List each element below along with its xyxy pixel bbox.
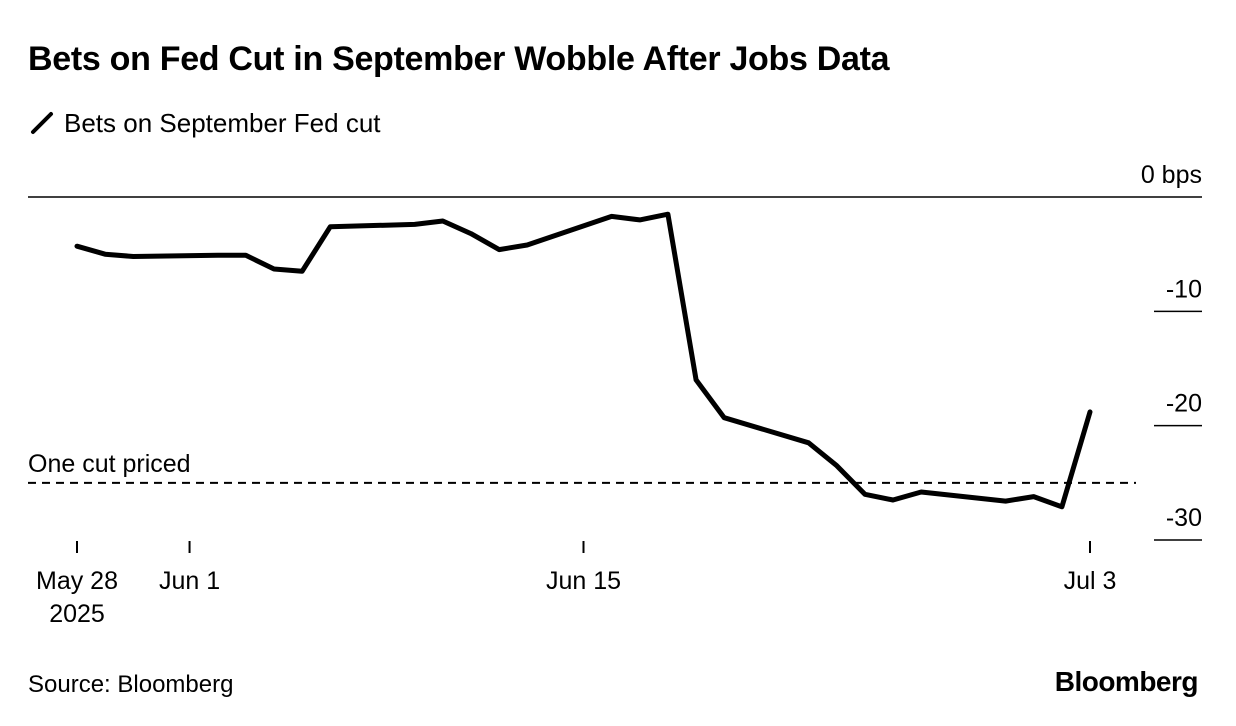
chart-legend: Bets on September Fed cut [30,106,381,140]
data-point [273,269,274,270]
y-tick-label: -10 [1166,275,1202,303]
data-point [330,226,331,227]
data-point [527,245,528,246]
series-line [74,211,1093,510]
data-point [442,221,443,222]
data-point [1033,496,1034,497]
data-point [864,494,865,495]
source-note: Source: Bloomberg [28,671,234,698]
data-point [217,255,218,256]
data-point [105,254,106,255]
data-point [1005,501,1006,502]
data-point [667,214,668,215]
brand-logo: Bloomberg [1054,666,1199,697]
chart-title: Bets on Fed Cut in September Wobble Afte… [28,40,890,78]
data-point [639,219,640,220]
data-point [245,255,246,256]
data-point [808,442,809,443]
y-tick-label: -20 [1166,390,1202,418]
data-point [470,233,471,234]
data-point [1061,506,1062,507]
data-point [696,379,697,380]
x-tick-label: May 28 [36,567,118,595]
data-point [302,271,303,272]
reference-line-label: One cut priced [28,450,191,478]
data-point [133,256,134,257]
x-tick-label: Jun 15 [546,567,621,595]
data-point [611,216,612,217]
y-tick-label: 0 bps [1141,161,1202,189]
data-point [836,465,837,466]
x-tick-sublabel: 2025 [49,600,105,628]
data-point [893,499,894,500]
y-tick-label: -30 [1166,504,1202,532]
legend-label: Bets on September Fed cut [64,107,381,138]
data-point [1090,411,1091,412]
x-tick-label: Jun 1 [159,567,220,595]
data-point [499,249,500,250]
x-tick-label: Jul 3 [1064,567,1117,595]
data-point [921,491,922,492]
data-point [414,224,415,225]
data-point [77,246,78,247]
data-point [724,417,725,418]
diagonal-line-icon [31,112,53,134]
